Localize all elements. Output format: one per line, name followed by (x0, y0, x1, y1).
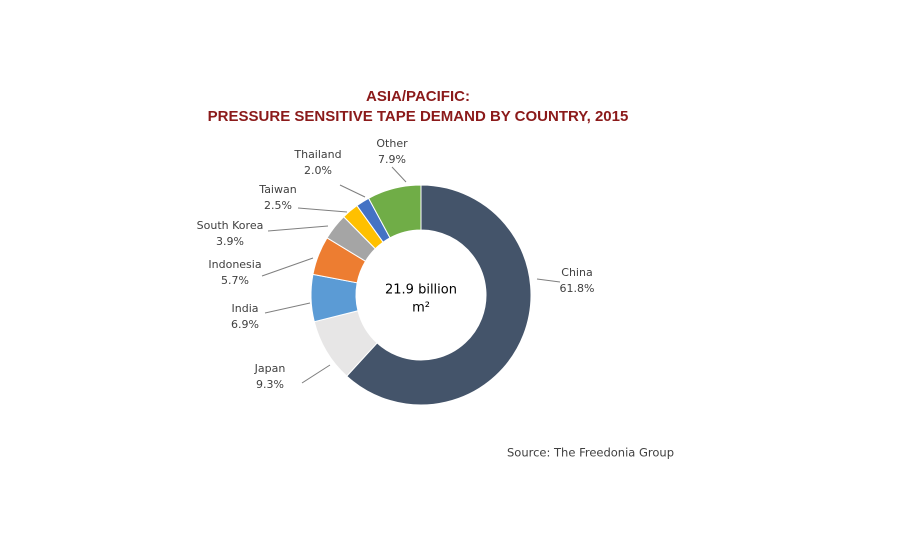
leader-line (261, 257, 314, 277)
slice-value-label: 5.7% (221, 274, 249, 287)
slice-label: Indonesia (208, 258, 261, 271)
leader-line (301, 364, 331, 384)
leader-line (297, 207, 348, 213)
leader-line (267, 225, 329, 232)
leader-line (339, 184, 366, 198)
slice-value-label: 6.9% (231, 318, 259, 331)
slice-label: India (232, 302, 259, 315)
chart-title: ASIA/PACIFIC: (366, 88, 470, 105)
slice-label: Japan (254, 362, 286, 375)
slice-value-label: 2.0% (304, 164, 332, 177)
donut-slice (346, 184, 532, 406)
slice-value-label: 9.3% (256, 378, 284, 391)
leader-line (536, 278, 561, 283)
slice-value-label: 61.8% (560, 282, 595, 295)
slice-value-label: 2.5% (264, 199, 292, 212)
slice-label: Thailand (293, 148, 341, 161)
slice-label: South Korea (197, 219, 264, 232)
leader-line (391, 166, 407, 183)
chart-title: PRESSURE SENSITIVE TAPE DEMAND BY COUNTR… (208, 108, 629, 125)
center-label: m² (412, 301, 430, 316)
slice-label: China (561, 266, 592, 279)
slice-label: Other (376, 137, 408, 150)
center-label: 21.9 billion (385, 283, 457, 298)
leader-line (264, 302, 311, 314)
slice-value-label: 7.9% (378, 153, 406, 166)
source: Source: The Freedonia Group (507, 446, 674, 460)
donut-slice (367, 184, 422, 239)
slice-label: Taiwan (258, 183, 296, 196)
slice-value-label: 3.9% (216, 235, 244, 248)
